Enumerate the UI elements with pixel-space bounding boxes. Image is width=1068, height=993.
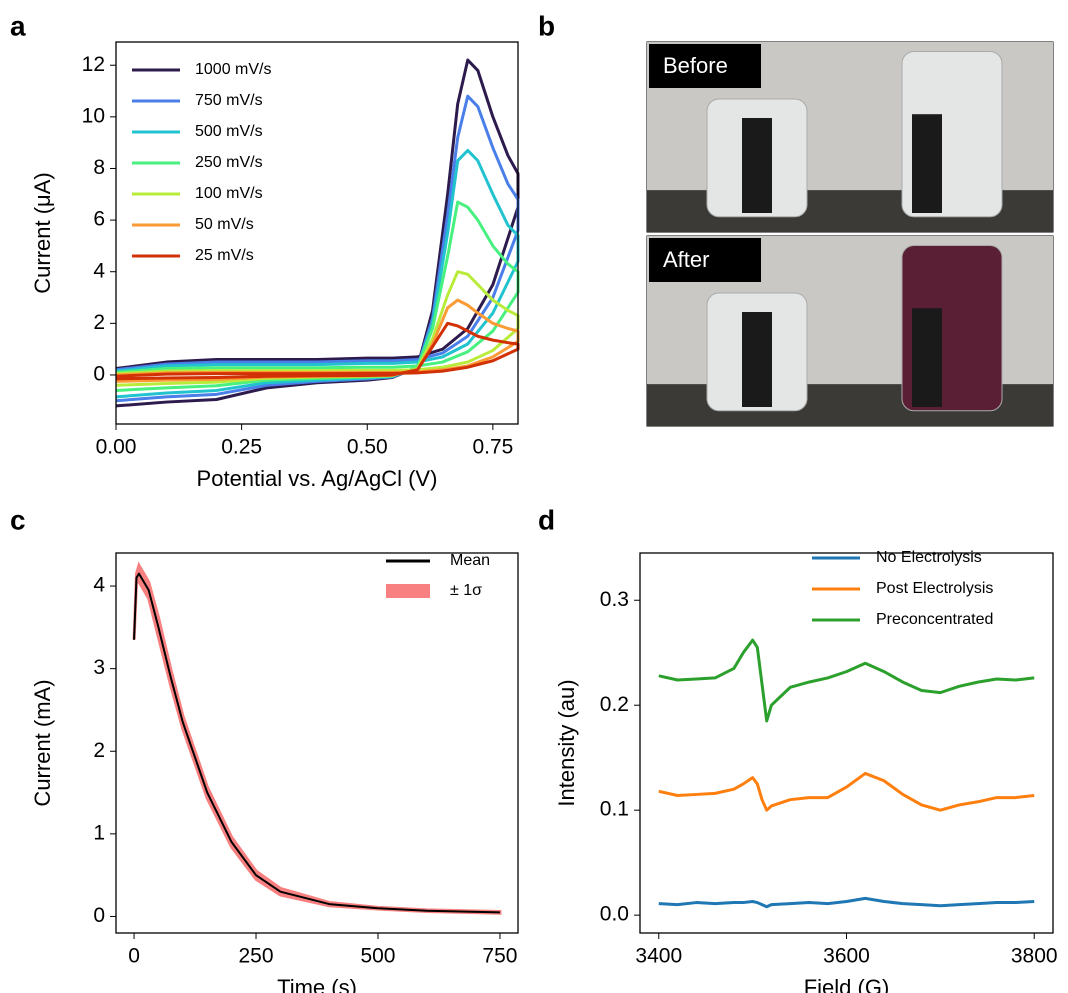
series-line: [133, 572, 500, 914]
y-tick-label: 0: [93, 904, 105, 927]
electrode-left: [742, 312, 772, 407]
legend-label: Preconcentrated: [876, 611, 993, 628]
legend-label: Mean: [450, 552, 490, 569]
series-line: [115, 58, 520, 408]
x-tick-label: 0.25: [221, 436, 262, 459]
y-tick-label: 0: [93, 363, 105, 386]
electrode-right: [912, 308, 942, 407]
panel-label: c: [10, 504, 26, 535]
legend-label: 25 mV/s: [195, 247, 254, 264]
x-tick-label: 750: [482, 945, 517, 968]
image-label-box: [649, 238, 761, 282]
x-tick-label: 3400: [635, 945, 682, 968]
electrode-left: [742, 118, 772, 213]
plot-frame: [639, 552, 1054, 934]
x-tick-label: 500: [360, 945, 395, 968]
x-tick-label: 0: [128, 945, 140, 968]
legend-label: No Electrolysis: [876, 549, 982, 566]
image-label: Before: [663, 53, 728, 78]
y-tick-label: 0.1: [600, 798, 629, 821]
x-axis-label: Time (s): [277, 975, 357, 993]
electrode-right: [912, 114, 942, 213]
y-tick-label: 3: [93, 656, 105, 679]
x-axis-label: Potential vs. Ag/AgCl (V): [197, 466, 438, 491]
image-label-box: [649, 44, 761, 88]
y-tick-label: 6: [93, 208, 105, 231]
y-axis-label: Intensity (au): [554, 679, 579, 806]
y-tick-label: 2: [93, 311, 105, 334]
x-tick-label: 0.00: [96, 436, 137, 459]
legend-label: ± 1σ: [450, 582, 482, 599]
series-line: [115, 321, 520, 381]
y-tick-label: 4: [93, 574, 105, 597]
legend-label: 250 mV/s: [195, 154, 263, 171]
series-line: [658, 638, 1035, 723]
legend-label: 100 mV/s: [195, 185, 263, 202]
y-tick-label: 8: [93, 156, 105, 179]
x-tick-label: 3600: [823, 945, 870, 968]
y-tick-label: 10: [82, 104, 105, 127]
y-tick-label: 12: [82, 53, 105, 76]
x-tick-label: 250: [238, 945, 273, 968]
x-axis-label: Field (G): [804, 975, 890, 993]
x-tick-label: 3800: [1011, 945, 1058, 968]
y-axis-label: Current (μA): [30, 172, 55, 293]
y-tick-label: 1: [93, 821, 105, 844]
panel-label: d: [538, 504, 555, 535]
series-line: [658, 771, 1035, 812]
y-tick-label: 0.3: [600, 588, 629, 611]
plot-frame: [115, 552, 519, 934]
series-line: [658, 896, 1035, 909]
legend-label: 500 mV/s: [195, 123, 263, 140]
legend-label: 50 mV/s: [195, 216, 254, 233]
legend-label: Post Electrolysis: [876, 580, 993, 597]
panel-label: a: [10, 10, 26, 41]
x-tick-label: 0.50: [347, 436, 388, 459]
y-tick-label: 0.0: [600, 903, 629, 926]
legend-label: 1000 mV/s: [195, 61, 271, 78]
image-label: After: [663, 247, 709, 272]
y-axis-label: Current (mA): [30, 679, 55, 806]
x-tick-label: 0.75: [472, 436, 513, 459]
y-tick-label: 0.2: [600, 693, 629, 716]
legend-label: 750 mV/s: [195, 92, 263, 109]
panel-label: b: [538, 10, 555, 41]
plot-frame: [115, 41, 519, 425]
legend-patch: [386, 584, 430, 598]
y-tick-label: 2: [93, 739, 105, 762]
y-tick-label: 4: [93, 259, 105, 282]
